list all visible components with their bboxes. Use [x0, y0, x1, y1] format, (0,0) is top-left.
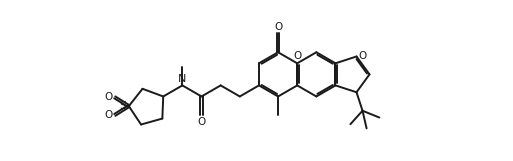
Text: O: O — [104, 110, 113, 120]
Text: S: S — [120, 101, 127, 111]
Text: O: O — [293, 52, 301, 62]
Text: O: O — [358, 52, 366, 62]
Text: O: O — [274, 22, 282, 32]
Text: O: O — [104, 92, 113, 102]
Text: O: O — [198, 117, 206, 127]
Text: N: N — [178, 74, 187, 84]
